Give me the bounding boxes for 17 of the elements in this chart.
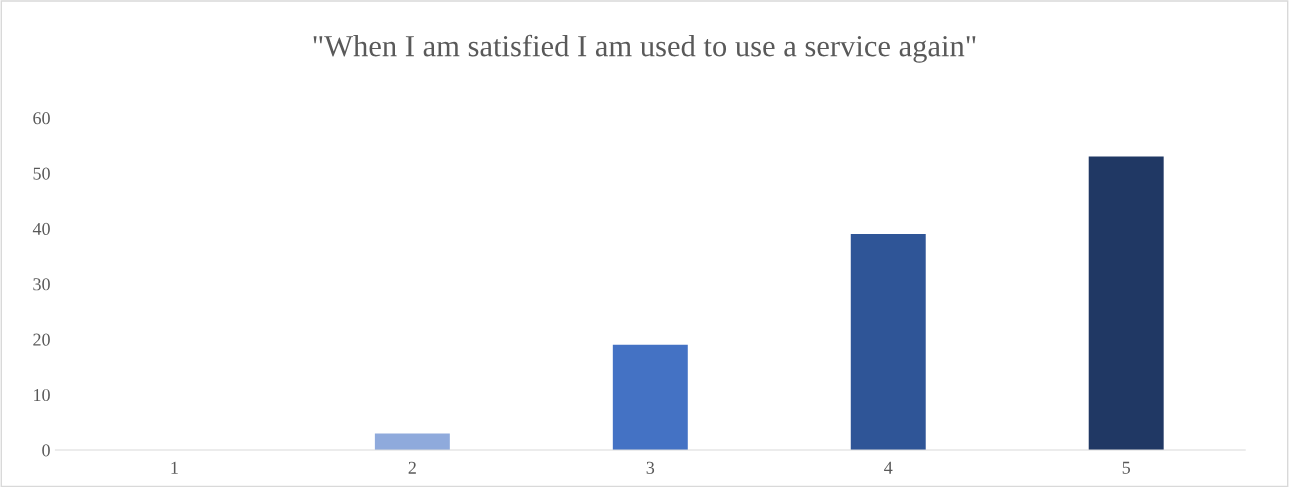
x-tick-label: 4: [884, 461, 893, 474]
bar: [850, 234, 926, 450]
y-tick-label: 50: [33, 167, 50, 180]
y-tick-label: 0: [42, 444, 50, 457]
y-tick-label: 60: [33, 112, 50, 125]
y-tick-label: 30: [33, 278, 50, 291]
x-tick-label: 3: [646, 461, 655, 474]
bar: [1088, 156, 1164, 450]
y-tick-label: 40: [32, 222, 50, 236]
y-tick-label: 20: [33, 333, 50, 346]
x-tick-label: 2: [408, 461, 416, 474]
bar: [374, 433, 450, 450]
bar: [612, 344, 688, 450]
y-tick-label: 10: [34, 388, 50, 402]
x-tick-label: 5: [1122, 461, 1131, 474]
x-tick-label: 1: [171, 461, 178, 474]
chart-title: "When I am satisfied I am used to use a service again": [313, 34, 976, 63]
